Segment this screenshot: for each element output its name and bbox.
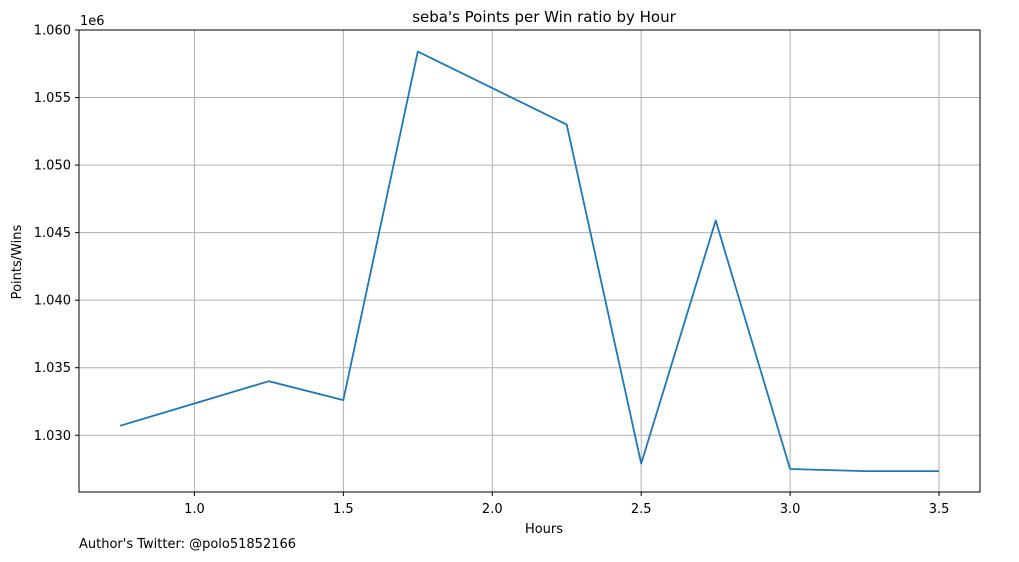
y-axis-offset-label: 1e6 <box>80 14 105 29</box>
x-tick-label: 3.0 <box>780 502 801 517</box>
x-tick-label: 2.0 <box>482 502 503 517</box>
y-tick-label: 1.060 <box>34 24 71 39</box>
y-tick-label: 1.050 <box>34 159 71 174</box>
x-tick-label: 1.0 <box>184 502 205 517</box>
axis-ticks: 1.0 1.5 2.0 2.5 3.0 3.5 1.030 1.035 1.040 1.045 1.… <box>34 24 950 518</box>
author-twitter-footnote: Author's Twitter: @polo51852166 <box>79 537 297 552</box>
y-tick-label: 1.030 <box>34 429 71 444</box>
y-tick-label: 1.045 <box>34 226 71 241</box>
x-tick-label: 1.5 <box>333 502 354 517</box>
y-tick-label: 1.055 <box>34 91 71 106</box>
chart-title: seba's Points per Win ratio by Hour <box>412 8 676 26</box>
plot-frame <box>78 29 981 493</box>
grid-lines <box>79 29 980 492</box>
x-tick-label: 3.5 <box>929 502 950 517</box>
y-tick-label: 1.035 <box>34 361 71 376</box>
series-line <box>119 50 939 473</box>
x-tick-label: 2.5 <box>631 502 652 517</box>
series-layer <box>119 50 939 473</box>
y-tick-label: 1.040 <box>34 294 71 309</box>
x-axis-label: Hours <box>525 522 563 537</box>
y-axis-label: Points/Wins <box>10 224 25 299</box>
